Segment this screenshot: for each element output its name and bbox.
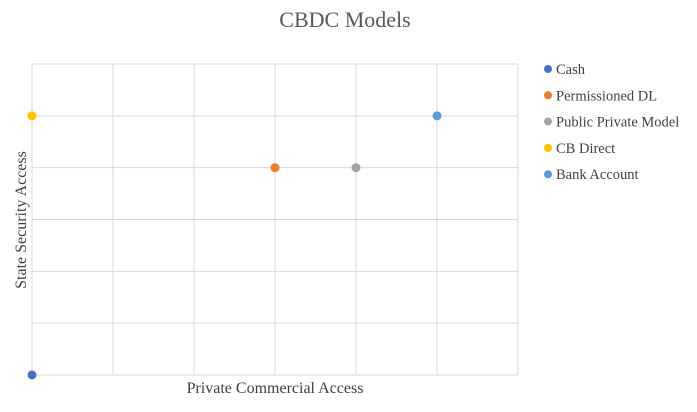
data-points — [27, 111, 442, 380]
legend-marker — [544, 143, 552, 152]
y-axis-label: State Security Access — [13, 151, 30, 289]
legend-label: Permissioned DL — [556, 88, 657, 104]
plot-area — [27, 63, 519, 380]
legend-marker — [544, 117, 552, 126]
gridlines — [31, 63, 519, 376]
data-point-bank-account — [432, 111, 442, 121]
legend-label: Cash — [556, 62, 586, 78]
data-point-cash — [27, 370, 37, 380]
chart-title: CBDC Models — [279, 7, 410, 32]
legend-marker — [544, 91, 552, 100]
legend-item-cb-direct: CB Direct — [544, 141, 615, 157]
legend-item-public-private-model: Public Private Model — [544, 115, 679, 131]
legend-marker — [544, 170, 552, 179]
x-axis-label: Private Commercial Access — [187, 380, 364, 397]
legend-label: Bank Account — [556, 167, 639, 183]
legend-item-cash: Cash — [544, 62, 586, 78]
legend-item-permissioned-dl: Permissioned DL — [544, 88, 657, 104]
legend: Cash Permissioned DL Public Private Model C… — [544, 62, 679, 183]
data-point-permissioned-dl — [270, 163, 280, 173]
legend-label: CB Direct — [556, 141, 615, 157]
data-point-cb-direct — [27, 111, 37, 121]
data-point-public-private-model — [351, 163, 361, 173]
legend-item-bank-account: Bank Account — [544, 167, 639, 183]
legend-marker — [544, 65, 552, 73]
legend-label: Public Private Model — [556, 115, 679, 131]
